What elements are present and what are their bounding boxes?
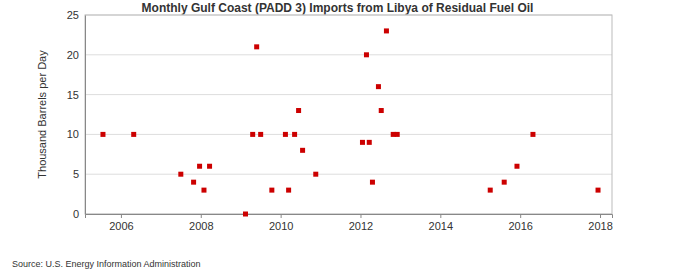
point	[502, 180, 507, 185]
point	[254, 44, 259, 49]
x-tick: 2012	[349, 214, 373, 232]
y-axis-line	[85, 16, 86, 215]
grid-line	[85, 174, 612, 175]
x-tick-label: 2006	[109, 220, 133, 232]
point	[131, 132, 136, 137]
point	[379, 108, 384, 113]
x-tick-mark	[281, 214, 282, 218]
point	[178, 172, 183, 177]
x-axis: 2006 2008 2010 2012 2014 2016 2018	[86, 214, 613, 232]
x-tick-mark	[201, 214, 202, 218]
x-tick: 2016	[508, 214, 532, 232]
points	[100, 28, 600, 216]
y-tick: 0	[73, 208, 85, 220]
point	[300, 148, 305, 153]
point	[313, 172, 318, 177]
y-tick-label: 10	[67, 128, 79, 140]
y-axis: 0 5 10 15 20 25	[67, 9, 86, 220]
point	[360, 140, 365, 145]
x-tick: 2008	[189, 214, 213, 232]
x-tick-label: 2014	[429, 220, 453, 232]
y-tick-label: 15	[67, 89, 79, 101]
point	[197, 164, 202, 169]
y-tick: 15	[67, 89, 85, 101]
point	[201, 188, 206, 193]
x-tick: 2010	[269, 214, 293, 232]
plot-frame	[85, 15, 612, 214]
point	[207, 164, 212, 169]
x-tick-label: 2012	[349, 220, 373, 232]
title: Monthly Gulf Coast (PADD 3) Imports from…	[142, 1, 534, 15]
point	[370, 180, 375, 185]
x-tick-label: 2008	[189, 220, 213, 232]
chart: Monthly Gulf Coast (PADD 3) Imports from…	[0, 0, 675, 275]
point	[530, 132, 535, 137]
grid	[85, 15, 612, 214]
point	[283, 132, 288, 137]
point	[286, 188, 291, 193]
y-axis-title: Thousand Barrels per Day	[36, 50, 48, 179]
point	[376, 84, 381, 89]
point	[367, 140, 372, 145]
y-tick-label: 5	[73, 168, 79, 180]
x-tick: 2006	[109, 214, 133, 232]
point	[292, 132, 297, 137]
point	[488, 188, 493, 193]
y-tick: 10	[67, 128, 85, 140]
x-tick-mark	[360, 214, 361, 218]
point	[596, 188, 601, 193]
x-tick-label: 2016	[508, 220, 532, 232]
x-tick-mark	[600, 214, 601, 218]
point	[514, 164, 519, 169]
point	[258, 132, 263, 137]
y-tick-label: 20	[67, 49, 79, 61]
y-tick-label: 0	[73, 208, 79, 220]
point	[364, 52, 369, 57]
point	[191, 180, 196, 185]
point	[296, 108, 301, 113]
y-tick: 25	[67, 9, 85, 21]
background	[0, 0, 675, 275]
grid-line	[85, 54, 612, 55]
x-tick: 2014	[429, 214, 453, 232]
x-tick-mark	[121, 214, 122, 218]
point	[243, 212, 248, 217]
x-tick-label: 2018	[588, 220, 612, 232]
x-tick-label: 2010	[269, 220, 293, 232]
point	[100, 132, 105, 137]
point	[269, 188, 274, 193]
x-tick: 2018	[588, 214, 612, 232]
point	[250, 132, 255, 137]
plot: 0 5 10 15 20 25 2006 2008 2010 2012 2014 2016 2018	[67, 9, 613, 232]
source-note: Source: U.S. Energy Information Administ…	[12, 259, 201, 269]
grid-line	[85, 94, 612, 95]
y-tick: 5	[73, 168, 85, 180]
x-tick-mark	[440, 214, 441, 218]
x-tick-mark	[520, 214, 521, 218]
y-tick: 20	[67, 49, 85, 61]
point	[395, 132, 400, 137]
x-axis-line	[86, 215, 613, 219]
point	[384, 28, 389, 33]
y-tick-label: 25	[67, 9, 79, 21]
